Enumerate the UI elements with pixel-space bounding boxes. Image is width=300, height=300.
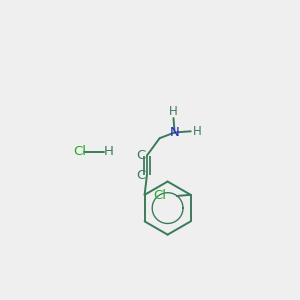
- Text: C: C: [136, 169, 145, 182]
- Text: Cl: Cl: [153, 190, 167, 202]
- Text: H: H: [169, 105, 178, 118]
- Text: C: C: [136, 149, 145, 162]
- Text: Cl: Cl: [73, 145, 86, 158]
- Text: H: H: [193, 125, 202, 138]
- Text: H: H: [104, 145, 114, 158]
- Text: N: N: [170, 126, 179, 139]
